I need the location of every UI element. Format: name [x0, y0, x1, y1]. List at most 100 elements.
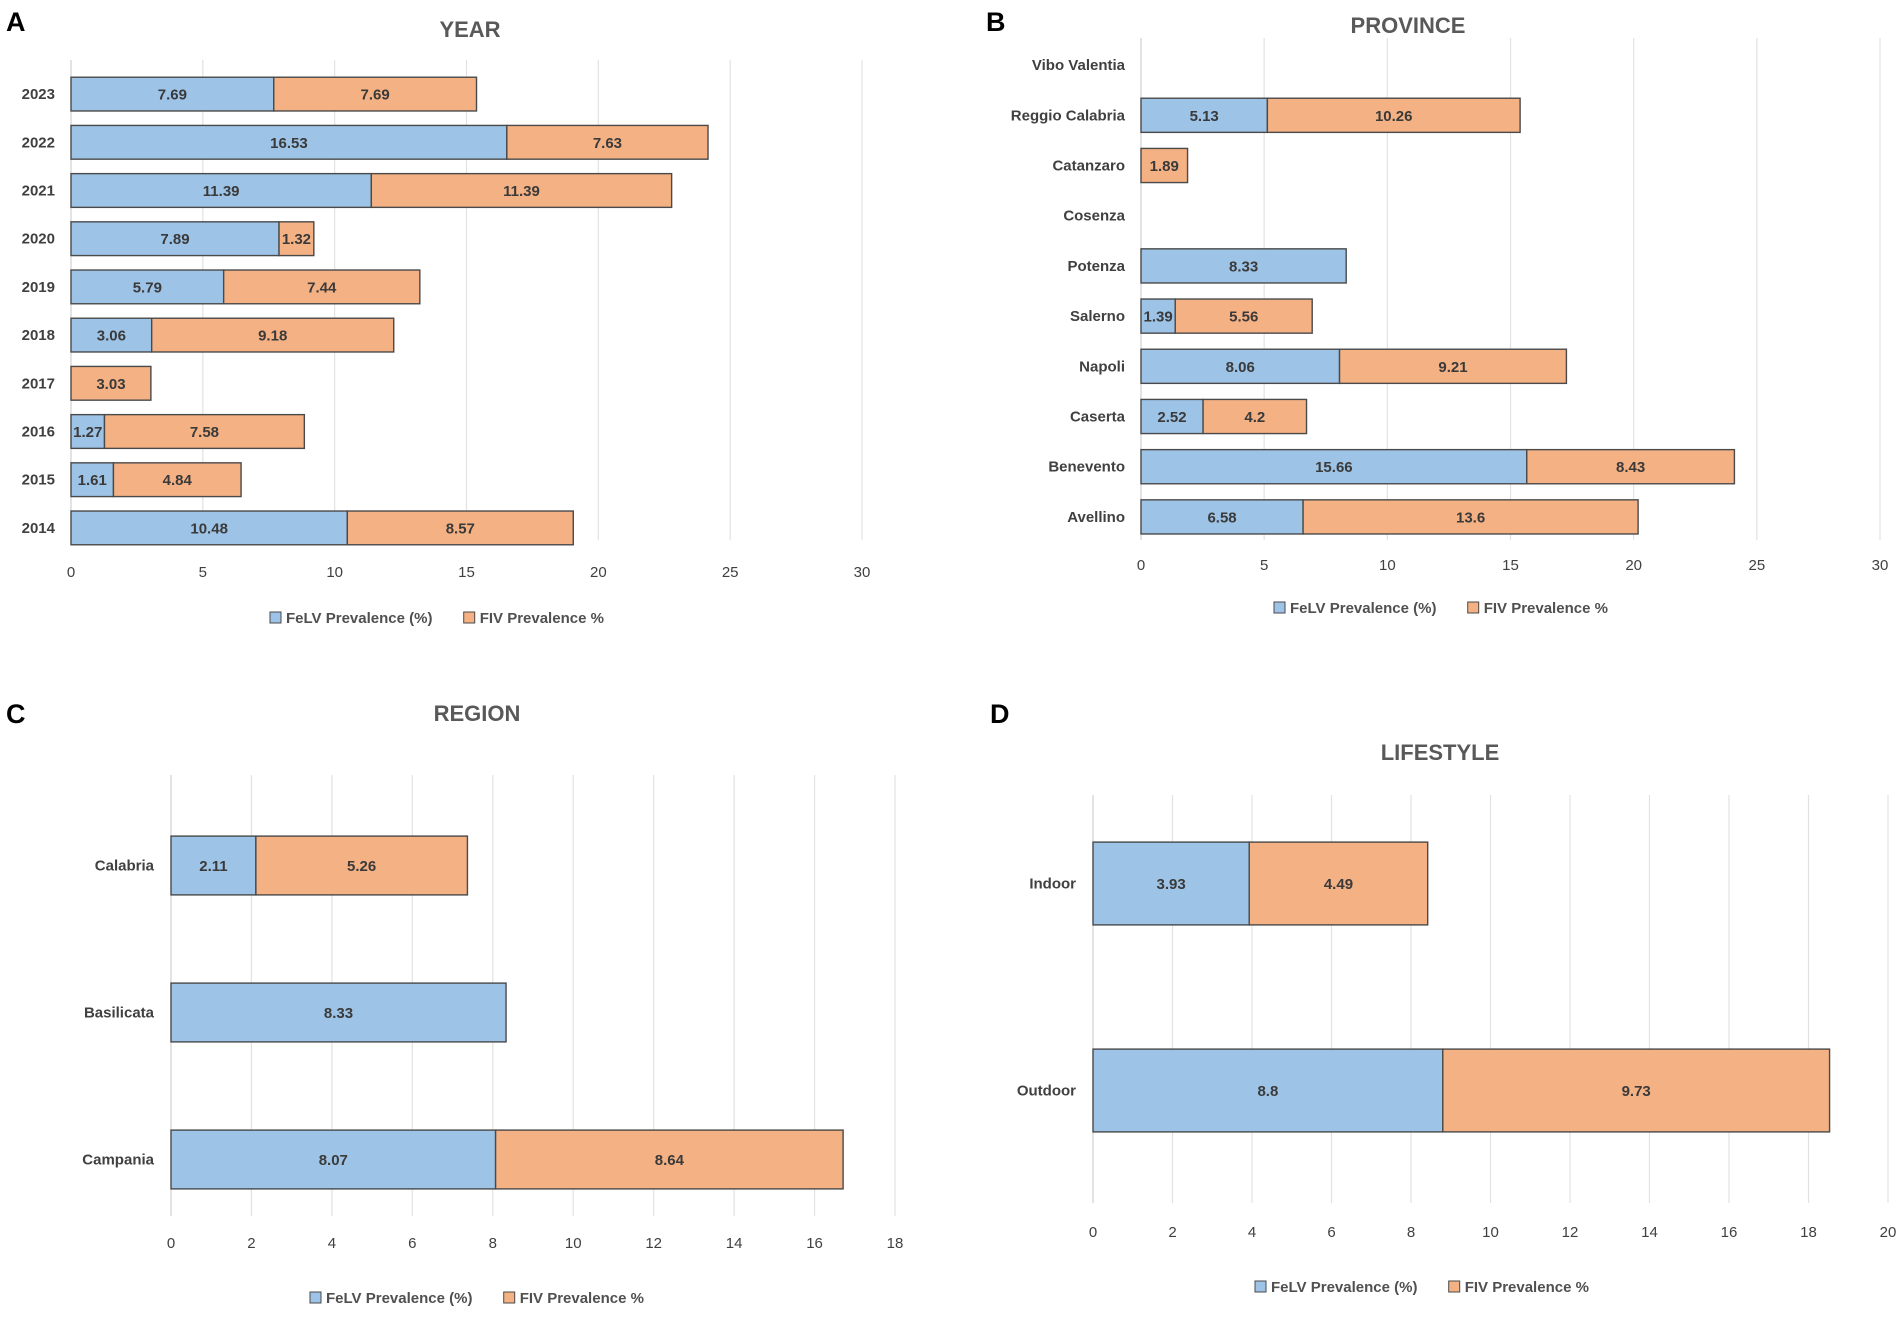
bar-fiv-2017: [70, 365, 152, 401]
category-label: 2023: [22, 86, 55, 103]
legend-swatch-fiv: [463, 611, 476, 624]
x-tick-label: 10: [326, 564, 343, 581]
bar-value-label: 4.49: [1324, 876, 1353, 893]
bar-felv-napoli: [1140, 348, 1341, 385]
bar-value-label: 11.39: [203, 183, 240, 200]
legend-label-fiv: FIV Prevalence %: [1484, 600, 1608, 617]
category-label: Calabria: [95, 858, 155, 875]
bar-felv-basilicata: [170, 982, 507, 1043]
bar-value-label: 13.6: [1456, 509, 1485, 526]
bar-value-label: 6.58: [1207, 509, 1236, 526]
bar-value-label: 9.18: [258, 328, 287, 345]
chart-panel-b: B PROVINCE 0 5 10 15 20 25 30 Vibo Valentia Reggio…: [986, 7, 1888, 617]
bar-value-label: 15.66: [1315, 459, 1353, 476]
bar-fiv-campania: [494, 1129, 844, 1190]
category-label: Basilicata: [84, 1005, 155, 1022]
bar-fiv-salerno: [1174, 298, 1313, 334]
x-tick-label: 5: [1260, 557, 1268, 574]
x-tick-label: 8: [1407, 1224, 1415, 1241]
bar-value-label: 8.07: [319, 1152, 348, 1169]
x-tick-label: 15: [1502, 557, 1519, 574]
panel-label: A: [6, 7, 26, 37]
bar-value-label: 16.53: [270, 135, 308, 152]
bar-value-label: 7.44: [307, 279, 337, 296]
panel-label: B: [986, 7, 1006, 37]
x-tick-label: 20: [1625, 557, 1642, 574]
bar-felv-2023: [70, 76, 275, 112]
x-tick-label: 6: [1327, 1224, 1335, 1241]
category-label: Avellino: [1067, 509, 1125, 526]
category-label: Reggio Calabria: [1011, 107, 1126, 124]
category-label: 2016: [22, 424, 55, 441]
x-tick-label: 5: [199, 564, 207, 581]
bar-fiv-2018: [150, 317, 395, 353]
bar-value-label: 8.06: [1226, 359, 1255, 376]
legend-swatch-fiv: [503, 1291, 516, 1304]
legend-swatch-fiv: [1448, 1280, 1461, 1293]
category-label: Indoor: [1029, 876, 1076, 893]
bar-value-label: 3.03: [96, 376, 125, 393]
bar-felv-potenza: [1140, 248, 1347, 284]
x-tick-label: 8: [489, 1235, 497, 1252]
chart-title: LIFESTYLE: [1381, 740, 1500, 765]
bar-felv-reggio-calabria: [1140, 97, 1269, 134]
bar-felv-2022: [70, 124, 508, 160]
bar-felv-indoor: [1092, 841, 1250, 926]
bar-felv-benevento: [1140, 448, 1528, 485]
x-tick-label: 12: [645, 1235, 662, 1252]
x-tick-label: 4: [1248, 1224, 1256, 1241]
bar-value-label: 11.39: [503, 183, 540, 200]
bar-value-label: 5.79: [133, 279, 162, 296]
legend-label-felv: FeLV Prevalence (%): [1290, 600, 1436, 617]
bar-value-label: 3.93: [1157, 876, 1186, 893]
legend-label-felv: FeLV Prevalence (%): [326, 1290, 472, 1307]
bar-felv-calabria: [170, 835, 257, 896]
x-tick-label: 25: [1748, 557, 1765, 574]
legend-label-felv: FeLV Prevalence (%): [286, 610, 432, 627]
chart-panel-c: C REGION 0 2 4 6 8 10 12 14 16 18 Calabria 2.11 5.26 Ba…: [6, 699, 903, 1307]
bar-value-label: 9.73: [1622, 1083, 1651, 1100]
bar-value-label: 8.8: [1257, 1083, 1278, 1100]
legend-swatch-felv: [309, 1291, 322, 1304]
bar-fiv-2020: [278, 221, 315, 257]
bar-value-label: 8.64: [655, 1152, 685, 1169]
bar-value-label: 9.21: [1438, 359, 1467, 376]
bar-felv-campania: [170, 1129, 497, 1190]
x-tick-label: 0: [167, 1235, 175, 1252]
bar-felv-2021: [70, 172, 373, 209]
bar-value-label: 2.52: [1157, 409, 1186, 426]
bar-value-label: 5.13: [1190, 108, 1219, 125]
category-label: Napoli: [1079, 358, 1125, 375]
category-label: Outdoor: [1017, 1083, 1076, 1100]
bar-felv-2016: [70, 413, 106, 450]
category-label: 2019: [22, 279, 55, 296]
bar-value-label: 7.69: [361, 87, 390, 104]
legend-label-fiv: FIV Prevalence %: [1465, 1279, 1589, 1296]
category-label: 2020: [22, 231, 55, 248]
bar-felv-2015: [70, 462, 115, 498]
category-label: Vibo Valentia: [1032, 57, 1126, 74]
bar-felv-avellino: [1140, 499, 1304, 535]
chart-title: PROVINCE: [1351, 13, 1466, 38]
bar-value-label: 10.26: [1375, 108, 1413, 125]
bar-value-label: 8.43: [1616, 459, 1645, 476]
bar-value-label: 7.58: [190, 424, 219, 441]
legend-swatch-felv: [1254, 1280, 1267, 1293]
legend-swatch-fiv: [1467, 601, 1480, 614]
chart-panel-d: D LIFESTYLE 0 2 4 6 8 10 12 14 16 18 20 Indoor 3.93 4.4…: [990, 699, 1896, 1296]
bar-felv-2018: [70, 317, 153, 353]
x-tick-label: 10: [1482, 1224, 1499, 1241]
chart-title: YEAR: [439, 17, 500, 42]
category-label: Salerno: [1070, 308, 1125, 325]
x-tick-label: 18: [887, 1235, 904, 1252]
bar-value-label: 3.06: [97, 328, 126, 345]
x-tick-label: 2: [1168, 1224, 1176, 1241]
category-label: 2014: [22, 520, 56, 537]
x-tick-label: 30: [1872, 557, 1889, 574]
x-tick-label: 20: [1880, 1224, 1897, 1241]
bar-value-label: 1.32: [282, 231, 311, 248]
x-tick-label: 30: [854, 564, 871, 581]
bar-value-label: 7.89: [160, 231, 189, 248]
bar-value-label: 1.61: [78, 472, 107, 489]
bar-value-label: 1.39: [1144, 309, 1173, 326]
